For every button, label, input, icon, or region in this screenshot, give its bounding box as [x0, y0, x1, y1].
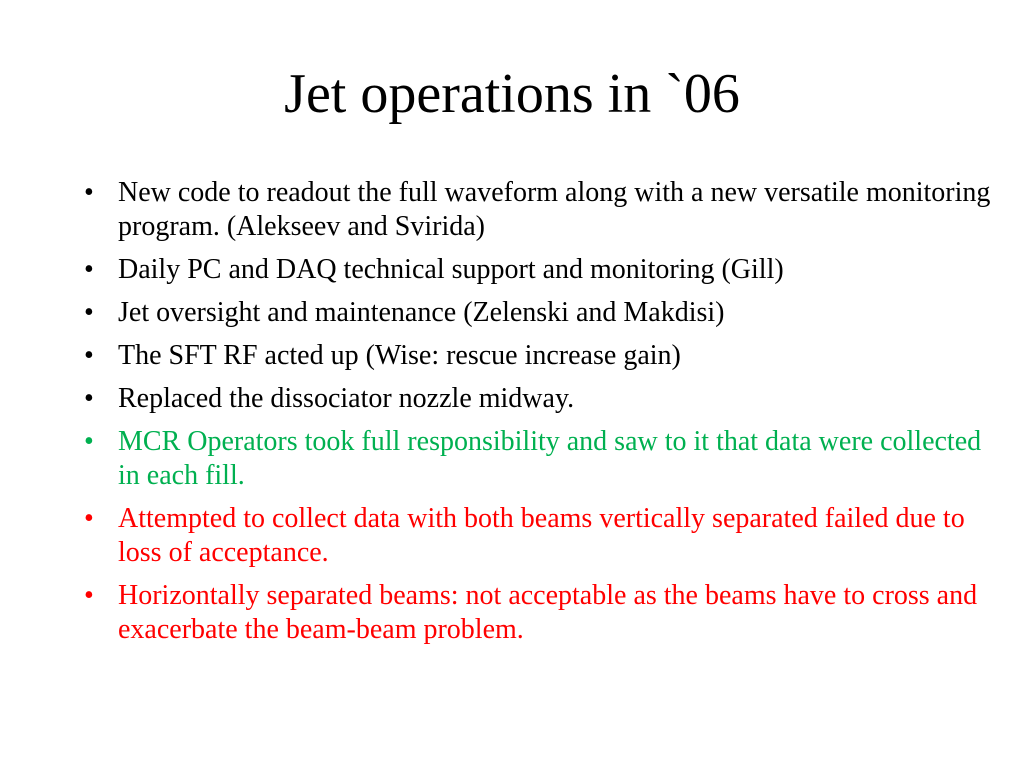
bullet-dot-icon: • — [84, 254, 94, 285]
bullet-text: Horizontally separated beams: not accept… — [118, 580, 978, 645]
bullet-list: • New code to readout the full waveform … — [80, 176, 1000, 656]
bullet-item: • Attempted to collect data with both be… — [80, 502, 1000, 570]
bullet-dot-icon: • — [84, 580, 94, 611]
bullet-text: Jet oversight and maintenance (Zelenski … — [118, 297, 725, 328]
bullet-text: Replaced the dissociator nozzle midway. — [118, 383, 575, 414]
bullet-text: MCR Operators took full responsibility a… — [118, 426, 982, 491]
bullet-text: Daily PC and DAQ technical support and m… — [118, 254, 784, 285]
bullet-dot-icon: • — [84, 503, 94, 534]
bullet-item: • Daily PC and DAQ technical support and… — [80, 253, 1000, 287]
bullet-dot-icon: • — [84, 426, 94, 457]
bullet-text: The SFT RF acted up (Wise: rescue increa… — [118, 340, 681, 371]
bullet-dot-icon: • — [84, 340, 94, 371]
bullet-item: • Jet oversight and maintenance (Zelensk… — [80, 296, 1000, 330]
bullet-text: Attempted to collect data with both beam… — [118, 503, 965, 568]
slide-title: Jet operations in `06 — [284, 63, 740, 125]
bullet-dot-icon: • — [84, 297, 94, 328]
bullet-item: • Horizontally separated beams: not acce… — [80, 579, 1000, 647]
bullet-item: • MCR Operators took full responsibility… — [80, 425, 1000, 493]
bullet-dot-icon: • — [84, 383, 94, 414]
bullet-item: • Replaced the dissociator nozzle midway… — [80, 382, 1000, 416]
bullet-item: • New code to readout the full waveform … — [80, 176, 1000, 244]
bullet-text: New code to readout the full waveform al… — [118, 177, 991, 242]
bullet-dot-icon: • — [84, 177, 94, 208]
bullet-item: • The SFT RF acted up (Wise: rescue incr… — [80, 339, 1000, 373]
